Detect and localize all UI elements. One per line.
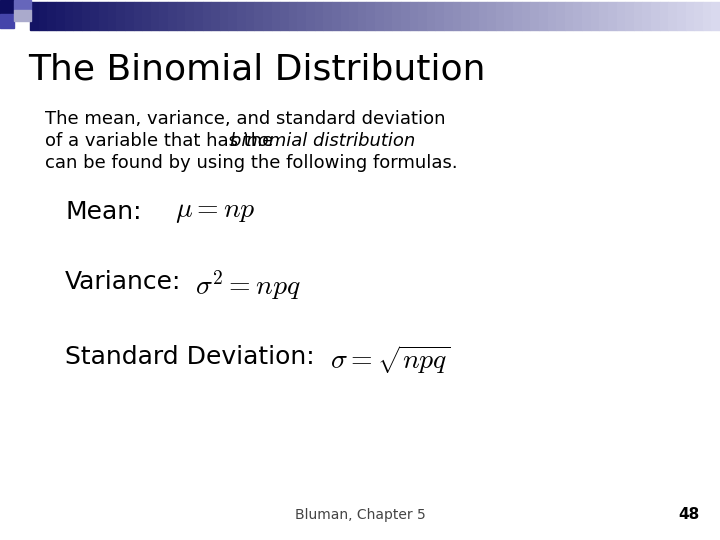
Bar	[220, 2, 228, 30]
Bar	[82, 2, 91, 30]
Bar	[401, 2, 410, 30]
Bar	[530, 2, 539, 30]
Bar	[0, 14, 14, 28]
Text: Standard Deviation:: Standard Deviation:	[65, 345, 315, 369]
Bar	[133, 2, 142, 30]
Text: binomial distribution: binomial distribution	[230, 132, 415, 150]
Bar	[159, 2, 168, 30]
Bar	[280, 2, 289, 30]
Bar	[634, 2, 642, 30]
Bar	[539, 2, 547, 30]
Bar	[14, 10, 31, 21]
Bar	[48, 2, 56, 30]
Bar	[332, 2, 341, 30]
Bar	[616, 2, 625, 30]
Bar	[194, 2, 202, 30]
Bar	[547, 2, 556, 30]
Bar	[590, 2, 599, 30]
Bar	[116, 2, 125, 30]
Bar	[306, 2, 315, 30]
Bar	[142, 2, 150, 30]
Bar	[470, 2, 479, 30]
Bar	[99, 2, 107, 30]
Bar	[582, 2, 590, 30]
Bar	[573, 2, 582, 30]
Bar	[703, 2, 711, 30]
Text: 48: 48	[679, 507, 700, 522]
Text: The mean, variance, and standard deviation: The mean, variance, and standard deviati…	[45, 110, 446, 128]
Bar	[185, 2, 194, 30]
Bar	[651, 2, 660, 30]
Text: Bluman, Chapter 5: Bluman, Chapter 5	[294, 508, 426, 522]
Bar	[0, 0, 14, 14]
Bar	[479, 2, 487, 30]
Bar	[168, 2, 176, 30]
Bar	[599, 2, 608, 30]
Text: $\sigma = \sqrt{npq}$: $\sigma = \sqrt{npq}$	[330, 343, 451, 376]
Bar	[107, 2, 116, 30]
Bar	[384, 2, 392, 30]
Text: Mean:: Mean:	[65, 200, 142, 224]
Bar	[642, 2, 651, 30]
Bar	[14, 0, 31, 10]
Bar	[228, 2, 237, 30]
Text: $\mu = np$: $\mu = np$	[175, 198, 256, 225]
Bar	[176, 2, 185, 30]
Text: of a variable that has the: of a variable that has the	[45, 132, 279, 150]
Bar	[418, 2, 427, 30]
Bar	[349, 2, 358, 30]
Bar	[297, 2, 306, 30]
Bar	[150, 2, 159, 30]
Text: Variance:: Variance:	[65, 270, 181, 294]
Text: can be found by using the following formulas.: can be found by using the following form…	[45, 154, 458, 172]
Bar	[358, 2, 366, 30]
Bar	[366, 2, 375, 30]
Bar	[462, 2, 470, 30]
Bar	[375, 2, 384, 30]
Bar	[711, 2, 720, 30]
Bar	[323, 2, 332, 30]
Bar	[444, 2, 453, 30]
Bar	[65, 2, 73, 30]
Bar	[410, 2, 418, 30]
Text: The Binomial Distribution: The Binomial Distribution	[28, 52, 485, 86]
Bar	[341, 2, 349, 30]
Bar	[685, 2, 694, 30]
Bar	[125, 2, 133, 30]
Bar	[254, 2, 263, 30]
Bar	[668, 2, 677, 30]
Bar	[271, 2, 280, 30]
Bar	[289, 2, 297, 30]
Bar	[505, 2, 513, 30]
Bar	[660, 2, 668, 30]
Bar	[513, 2, 521, 30]
Bar	[564, 2, 573, 30]
Bar	[556, 2, 564, 30]
Bar	[30, 2, 39, 30]
Bar	[73, 2, 82, 30]
Bar	[315, 2, 323, 30]
Bar	[694, 2, 703, 30]
Text: $\sigma^2 = npq$: $\sigma^2 = npq$	[195, 268, 300, 302]
Bar	[677, 2, 685, 30]
Bar	[237, 2, 246, 30]
Bar	[211, 2, 220, 30]
Bar	[453, 2, 462, 30]
Bar	[487, 2, 496, 30]
Bar	[56, 2, 65, 30]
Bar	[91, 2, 99, 30]
Bar	[625, 2, 634, 30]
Bar	[392, 2, 401, 30]
Bar	[202, 2, 211, 30]
Bar	[246, 2, 254, 30]
Bar	[39, 2, 48, 30]
Bar	[263, 2, 271, 30]
Bar	[521, 2, 530, 30]
Bar	[608, 2, 616, 30]
Bar	[427, 2, 436, 30]
Bar	[496, 2, 505, 30]
Bar	[436, 2, 444, 30]
